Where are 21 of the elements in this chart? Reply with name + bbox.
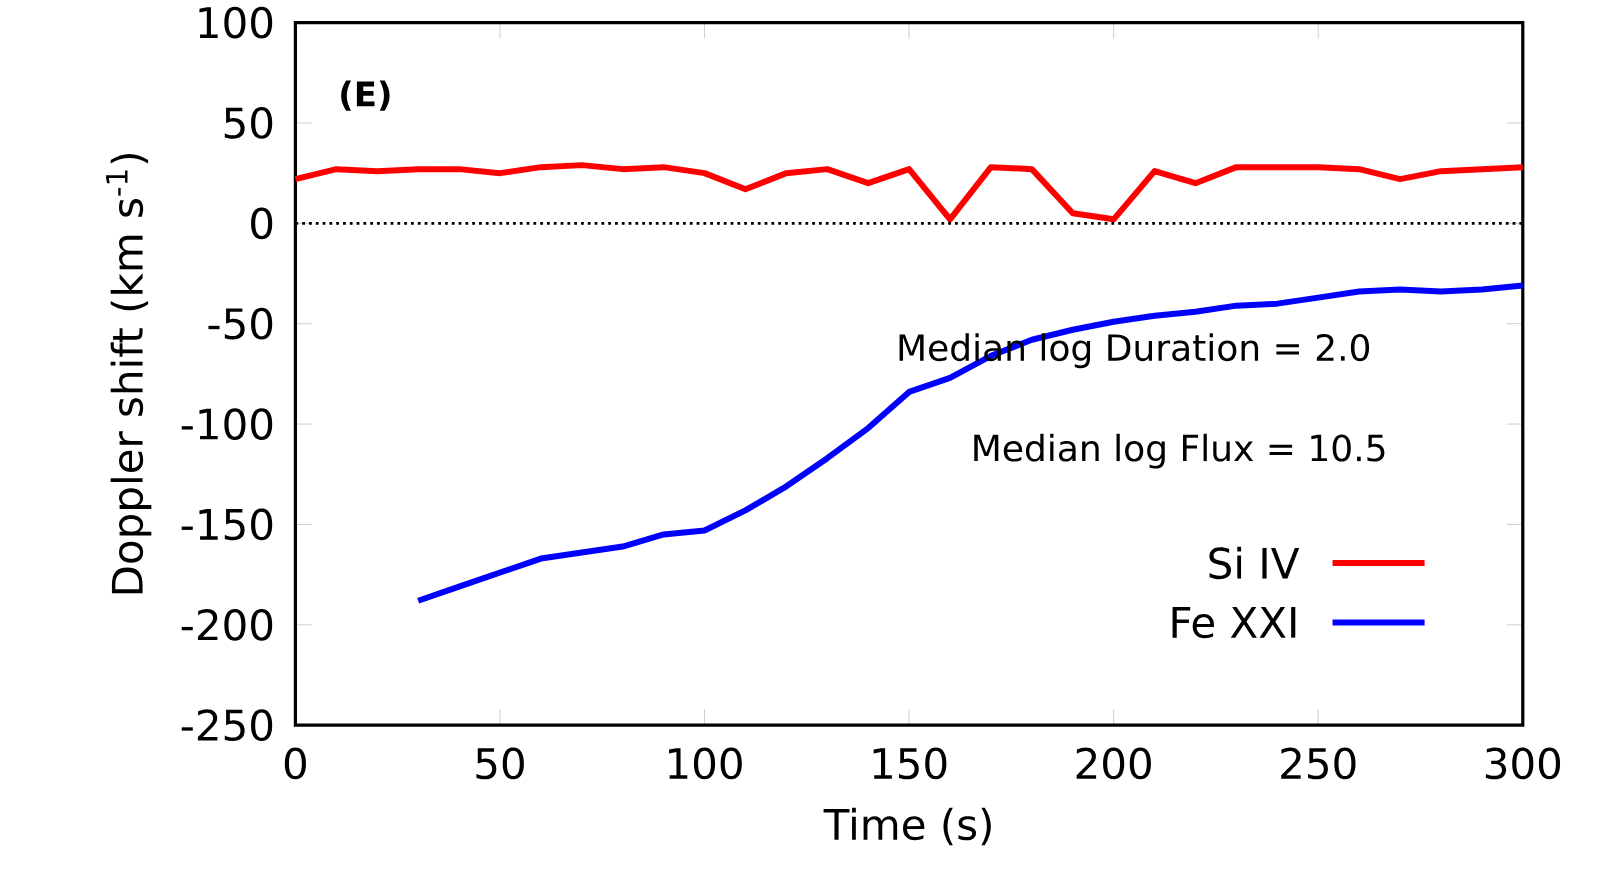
annotation: Median log Flux = 10.5 (974, 433, 1385, 469)
annotation: (E) (341, 80, 390, 111)
y-tick-label: 50 (224, 107, 273, 139)
y-tick-label: -200 (181, 608, 273, 641)
legend-label: Si IV (1209, 546, 1300, 580)
y-tick-label: -150 (181, 508, 273, 541)
x-tick-label: 300 (1485, 747, 1561, 780)
x-tick-label: 100 (669, 747, 742, 780)
x-tick-label: 250 (1281, 747, 1356, 780)
x-tick-label: 0 (284, 747, 306, 780)
legend-label: Fe XXI (1172, 607, 1296, 639)
y-axis-title: Doppler shift (km s$^{-1}$) (106, 153, 152, 594)
y-tick-label: 100 (199, 6, 273, 39)
y-tick-label: -250 (181, 709, 273, 742)
x-tick-label: 150 (873, 747, 947, 780)
y-tick-label: -50 (208, 307, 273, 340)
y-tick-label: 0 (251, 207, 273, 240)
x-tick-label: 200 (1076, 747, 1151, 780)
x-tick-label: 50 (476, 747, 524, 780)
x-axis-title: Time (s) (823, 807, 991, 846)
y-tick-label: -100 (181, 408, 273, 440)
